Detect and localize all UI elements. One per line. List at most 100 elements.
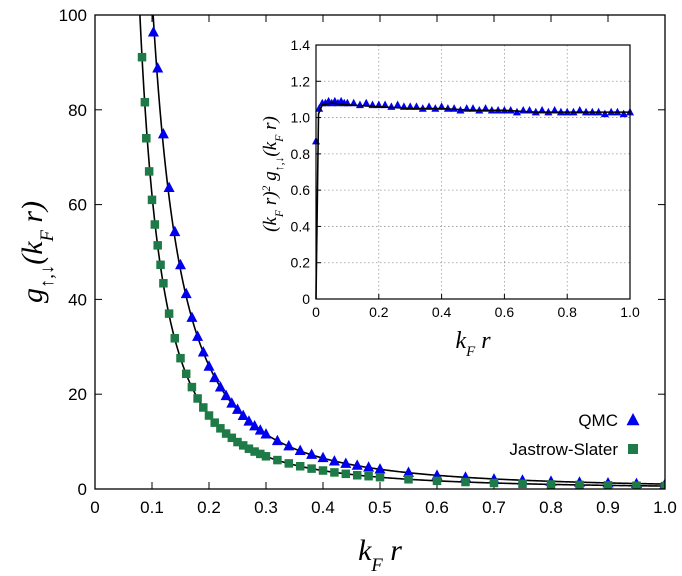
jastrow-slater-point (546, 480, 556, 489)
qmc-point (203, 360, 215, 371)
jastrow-slater-point (307, 464, 316, 473)
jastrow-slater-point (153, 241, 162, 250)
jastrow-slater-point (330, 468, 339, 477)
jastrow-slater-point (256, 449, 265, 459)
jastrow-slater-point (137, 52, 147, 62)
jastrow-slater-point (238, 441, 248, 450)
jastrow-slater-point (250, 447, 259, 456)
jastrow-slater-point (221, 429, 231, 438)
inset-x-tick-label: 0.4 (432, 304, 452, 320)
qmc-point (271, 434, 283, 446)
y-axis-label: g↑,↓(kF r) (16, 201, 58, 303)
jastrow-slater-point (461, 477, 470, 487)
qmc-point (340, 457, 352, 468)
qmc-point (163, 181, 175, 192)
qmc-point (186, 311, 198, 322)
jastrow-slater-point (575, 480, 584, 489)
jastrow-slater-point (432, 476, 442, 486)
x-tick-label: 0.2 (197, 498, 221, 517)
inset-x-tick-label: 0.8 (557, 304, 577, 320)
jastrow-slater-point (170, 334, 180, 343)
jastrow-slater-point (341, 469, 351, 479)
x-tick-label: 0.7 (482, 498, 506, 517)
qmc-point (214, 381, 226, 392)
jastrow-slater-point (244, 444, 254, 453)
inset-background (316, 45, 630, 299)
jastrow-slater-point (489, 478, 499, 488)
inset-qmc-point (393, 100, 402, 109)
qmc-point (192, 330, 204, 341)
jastrow-slater-point (181, 369, 191, 379)
inset-y-tick-label: 0.8 (291, 146, 311, 162)
jastrow-slater-point (660, 481, 665, 489)
jastrow-slater-point (210, 418, 219, 427)
main-data-area (137, 15, 665, 489)
inset-plot: 0 0.2 0.4 0.6 0.8 1.0 0 0.2 0.4 0.6 0.8 1.0 1.2 1.4 kF… (260, 37, 640, 360)
qmc-point (374, 463, 386, 474)
inset-frame (315, 44, 631, 300)
jastrow-slater-point (261, 452, 271, 461)
inset-y-tick-label: 1.2 (291, 73, 311, 89)
inset-qmc-point (600, 109, 609, 118)
qmc-point (232, 403, 243, 414)
x-tick-label: 0.9 (596, 498, 620, 517)
inset-y-axis-label: (kF r)2 g↑,↓(kF r) (260, 116, 286, 232)
jastrow-slater-point (364, 471, 373, 481)
jastrow-slater-point (603, 481, 613, 489)
qmc-point (152, 62, 164, 73)
inset-y-tick-label: 0.2 (291, 255, 311, 271)
x-tick-label: 0.3 (254, 498, 278, 517)
qmc-point (363, 461, 375, 472)
jastrow-slater-point (404, 475, 413, 484)
jastrow-slater-point (284, 459, 294, 468)
qmc-point (351, 459, 363, 470)
inset-y-tick-label: 1.0 (291, 110, 311, 126)
x-tick-label: 0.1 (140, 498, 164, 517)
y-tick-label: 100 (59, 6, 87, 25)
qmc-point (157, 128, 169, 139)
qmc-point (169, 225, 181, 237)
jastrow-slater-point (199, 403, 208, 412)
qmc-point (147, 26, 159, 37)
y-tick-label: 20 (68, 385, 87, 404)
y-tick-label: 60 (68, 196, 87, 215)
y-tick-label: 0 (78, 480, 87, 499)
qmc-point (209, 371, 221, 383)
jastrow-slater-point (632, 481, 641, 489)
legend-label-qmc: QMC (578, 411, 618, 430)
qmc-point (294, 444, 306, 456)
legend: QMC Jastrow-Slater (509, 411, 640, 459)
inset-y-tick-label: 0.6 (291, 182, 311, 198)
inset-y-tick-label: 0 (302, 291, 310, 307)
legend-marker-jastrow-slater (628, 444, 638, 454)
qmc-point (197, 346, 209, 357)
qmc-point (260, 428, 272, 439)
qmc-point (220, 389, 232, 401)
inset-x-tick-label: 0.6 (495, 304, 515, 320)
jastrow-slater-point (204, 411, 214, 420)
qmc-point (249, 420, 261, 431)
jastrow-slater-point (150, 220, 160, 229)
jastrow-slater-point (144, 167, 154, 176)
qmc-point (403, 466, 414, 477)
x-tick-label: 0.8 (539, 498, 563, 517)
jastrow-slater-point (156, 260, 165, 270)
x-tick-label: 0.6 (425, 498, 449, 517)
inset-fit-line (315, 102, 630, 300)
x-tick-label: 0.4 (311, 498, 335, 517)
qmc-point (328, 455, 340, 466)
inset-qmc-point (506, 105, 515, 114)
jastrow-slater-point (140, 97, 150, 107)
jastrow-slater-point (318, 466, 328, 475)
inset-x-tick-label: 0.2 (369, 304, 389, 320)
qmc-point (237, 409, 249, 420)
inset-x-tick-label: 1.0 (620, 304, 640, 320)
jastrow-slater-point (295, 461, 305, 471)
jastrow-slater-point (273, 455, 282, 465)
jastrow-slater-point (187, 382, 197, 392)
inset-y-tick-label: 0.4 (291, 218, 311, 234)
jastrow-slater-point (233, 437, 242, 447)
jastrow-slater-point (227, 433, 237, 443)
qmc-point (226, 397, 238, 408)
